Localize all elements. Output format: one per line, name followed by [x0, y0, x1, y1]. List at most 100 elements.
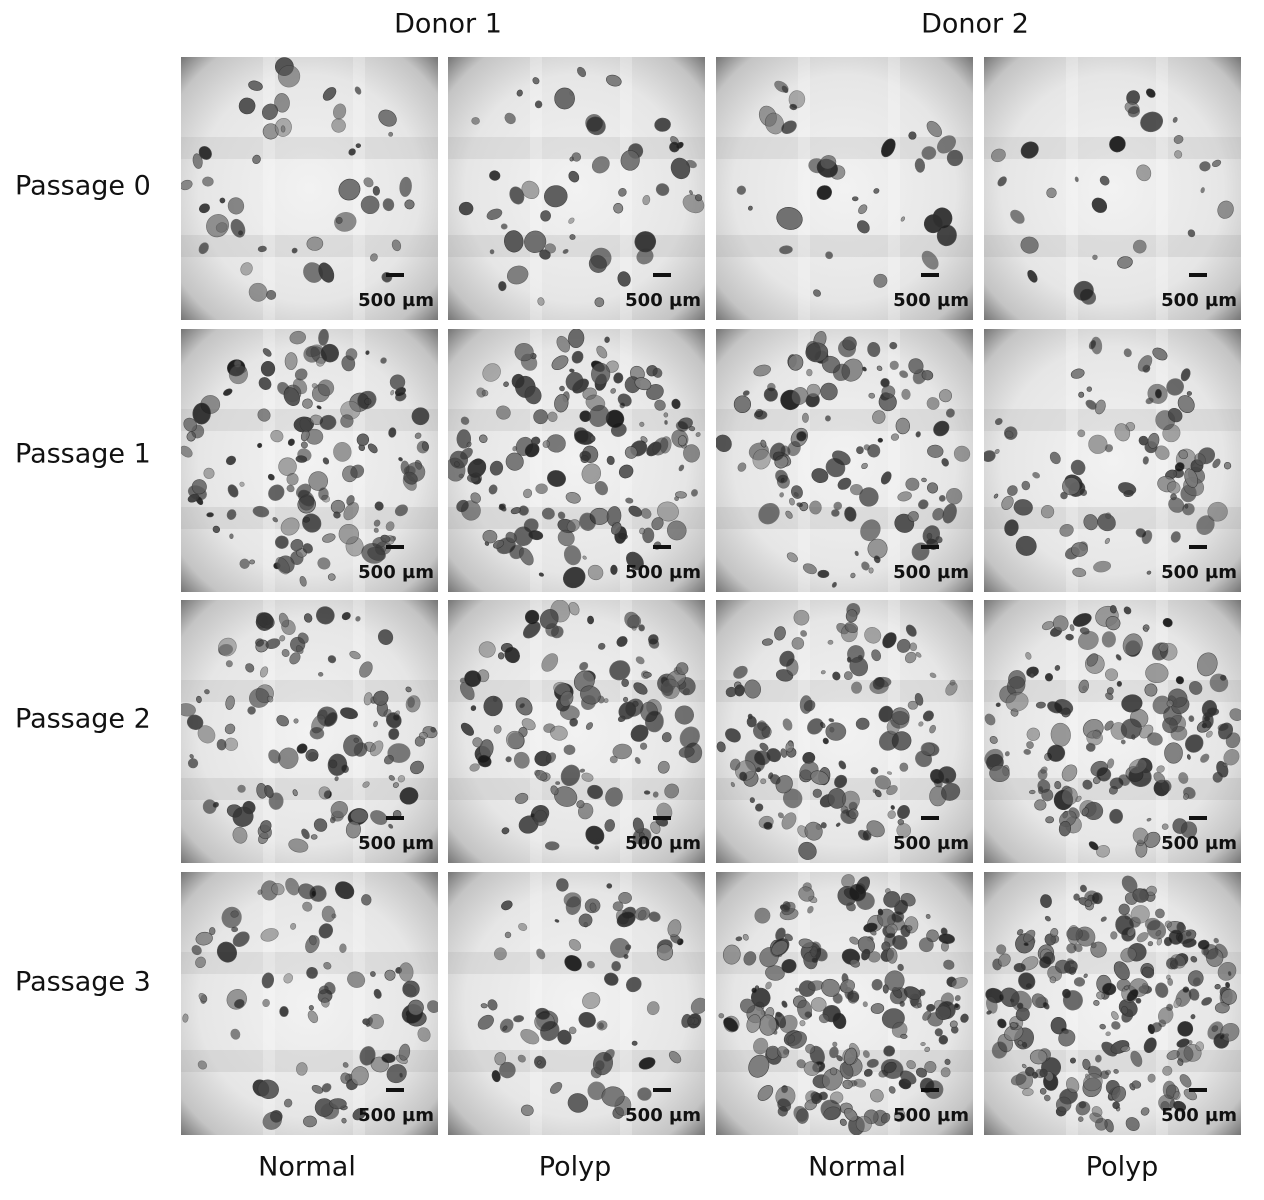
organoid [870, 1089, 884, 1103]
organoid [998, 993, 1004, 1001]
organoid [646, 384, 664, 400]
organoid [716, 741, 726, 753]
organoid [504, 112, 516, 125]
stitch-band [530, 600, 542, 863]
organoid [822, 737, 829, 745]
organoid [348, 148, 356, 156]
organoid [1174, 462, 1185, 472]
scale-bar [1189, 273, 1207, 277]
organoid [1173, 997, 1182, 1009]
micrograph: 500 µm [984, 57, 1241, 320]
organoid [835, 822, 841, 827]
organoid [306, 236, 324, 251]
scale-label: 500 µm [893, 290, 969, 311]
organoid [416, 440, 430, 454]
organoid [258, 377, 272, 390]
organoid [1214, 983, 1221, 990]
organoid [492, 539, 505, 549]
organoid [1156, 765, 1165, 773]
organoid [663, 412, 669, 418]
organoid [764, 112, 785, 135]
organoid [1126, 989, 1139, 1002]
organoid [1083, 973, 1088, 978]
organoid [212, 525, 221, 534]
organoid [863, 444, 871, 451]
organoid [863, 1068, 873, 1077]
organoid [1015, 535, 1037, 556]
organoid [1185, 734, 1204, 753]
organoid [722, 944, 741, 965]
organoid [335, 881, 355, 900]
organoid [1207, 707, 1220, 716]
organoid [283, 973, 293, 984]
organoid [195, 956, 206, 969]
organoid [876, 365, 883, 372]
stitch-band [716, 137, 973, 159]
organoid [670, 157, 691, 180]
organoid [318, 487, 329, 501]
donor-header: Donor 2 [921, 9, 1029, 40]
organoid [1021, 480, 1031, 491]
organoid [482, 529, 498, 544]
organoid [232, 931, 250, 947]
organoid [523, 488, 533, 499]
organoid [954, 995, 961, 1002]
organoid [591, 362, 611, 386]
micrograph-content [716, 872, 973, 1135]
organoid [1142, 456, 1149, 465]
organoid [842, 336, 857, 351]
organoid [484, 541, 490, 546]
organoid [225, 455, 237, 466]
organoid [524, 609, 540, 625]
scale-label: 500 µm [625, 1105, 701, 1126]
organoid [737, 462, 747, 472]
organoid [785, 510, 793, 519]
organoid [1058, 1029, 1076, 1047]
micrograph-background [181, 600, 438, 863]
organoid [1074, 176, 1079, 183]
stitch-band [620, 57, 632, 320]
organoid [505, 452, 524, 471]
organoid [643, 790, 651, 795]
organoid [397, 775, 406, 783]
organoid [247, 706, 256, 715]
organoid [984, 748, 1004, 768]
organoid [290, 538, 304, 552]
organoid [183, 417, 198, 432]
organoid [271, 882, 285, 896]
organoid [580, 685, 601, 705]
organoid [1075, 1101, 1091, 1116]
organoid [1164, 920, 1172, 928]
organoid [725, 728, 741, 743]
organoid [260, 928, 279, 942]
organoid [765, 965, 785, 981]
organoid [318, 985, 329, 995]
organoid [759, 742, 769, 751]
organoid [849, 483, 863, 496]
organoid [621, 678, 629, 687]
organoid [1127, 106, 1140, 118]
stitch-band [716, 680, 973, 702]
row-label: Passage 3 [15, 967, 151, 998]
organoid [189, 754, 194, 759]
organoid [585, 825, 605, 845]
organoid [562, 249, 569, 254]
organoid [1197, 939, 1210, 950]
organoid [921, 477, 927, 483]
organoid [198, 242, 209, 255]
organoid [1049, 451, 1061, 465]
organoid [677, 435, 687, 447]
organoid [753, 364, 771, 377]
organoid [373, 519, 381, 527]
organoid [855, 717, 870, 730]
organoid [1054, 780, 1062, 790]
organoid [587, 784, 603, 800]
organoid [359, 661, 373, 678]
organoid [330, 801, 349, 819]
organoid [1118, 482, 1137, 495]
organoid [611, 960, 622, 972]
organoid [278, 612, 290, 628]
organoid [1027, 269, 1038, 283]
organoid [1162, 1065, 1173, 1076]
organoid [316, 405, 322, 410]
